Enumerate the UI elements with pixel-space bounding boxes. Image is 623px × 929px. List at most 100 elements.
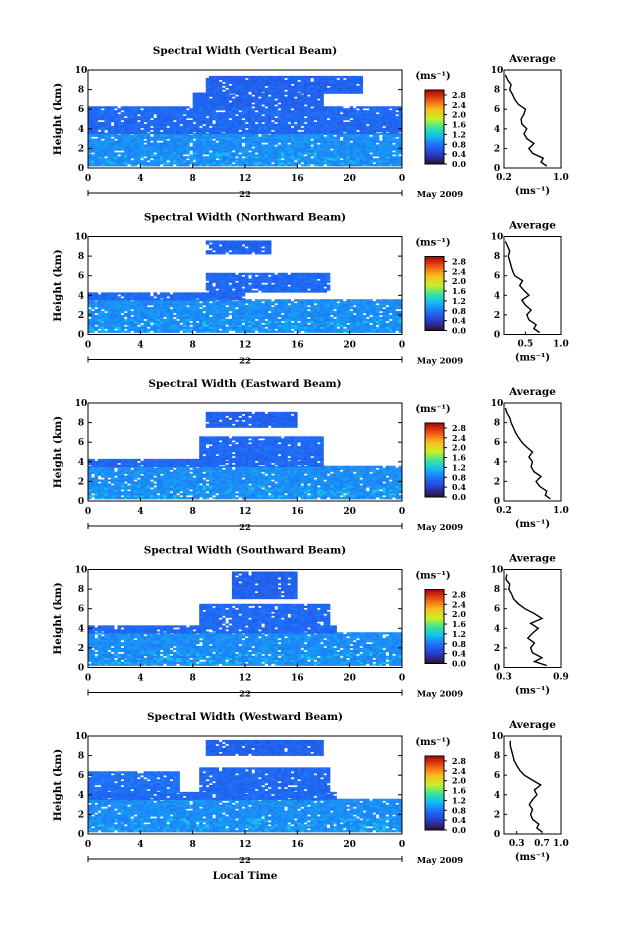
heatmap-cell <box>379 328 383 331</box>
heatmap-cell <box>104 164 108 167</box>
heatmap-cell <box>359 77 364 81</box>
heatmap-cell <box>173 116 177 119</box>
heatmap-cell <box>294 322 298 325</box>
heatmap-cell <box>392 136 396 139</box>
heatmap-cell <box>176 129 180 133</box>
heatmap-cell <box>140 305 144 308</box>
heatmap-cell <box>133 314 138 318</box>
heatmap-cell <box>182 309 187 312</box>
heatmap-cell <box>320 75 324 79</box>
heatmap-cell <box>231 100 236 103</box>
heatmap-cell <box>235 83 239 86</box>
heatmap-cell <box>186 112 190 115</box>
heatmap-cell <box>97 330 102 333</box>
heatmap-cell <box>369 125 373 129</box>
heatmap-cell <box>182 160 187 163</box>
heatmap-cell <box>274 305 279 308</box>
heatmap-cell <box>245 110 249 113</box>
heatmap-cell <box>192 140 197 143</box>
heatmap-cell <box>307 148 311 151</box>
heatmap-cell <box>114 106 118 109</box>
heatmap-cell <box>366 158 370 161</box>
heatmap-cell <box>117 309 122 312</box>
heatmap-cell <box>209 322 213 325</box>
heatmap-cell <box>271 79 275 83</box>
heatmap-cell <box>356 301 360 304</box>
heatmap-cell <box>146 154 151 157</box>
heatmap-cell <box>290 81 295 85</box>
heatmap-cell <box>277 152 282 155</box>
heatmap-cell <box>307 162 311 165</box>
x-tick-label: 12 <box>239 174 252 184</box>
heatmap-cell <box>261 314 265 318</box>
heatmap-cell <box>225 162 229 165</box>
heatmap-cell <box>346 158 350 161</box>
heatmap-cell <box>369 324 373 327</box>
heatmap-cell <box>173 307 177 310</box>
heatmap-cell <box>189 322 193 325</box>
heatmap-cell <box>326 119 331 123</box>
heatmap-cell <box>225 307 229 310</box>
heatmap-cell <box>284 146 288 149</box>
heatmap-cell <box>117 131 122 134</box>
heatmap-cell <box>110 301 115 304</box>
heatmap-cell <box>186 116 190 119</box>
heatmap-cell <box>261 81 265 85</box>
heatmap-cell <box>362 125 367 129</box>
heatmap-cell <box>326 160 331 163</box>
heatmap-cell <box>287 104 292 107</box>
heatmap-cell <box>235 81 239 85</box>
heatmap-cell <box>398 106 403 109</box>
heatmap-cell <box>326 303 331 306</box>
heatmap-cell <box>169 318 174 322</box>
heatmap-cell <box>146 324 151 327</box>
heatmap-cell <box>320 102 324 105</box>
heatmap-cell <box>218 312 223 316</box>
heatmap-cell <box>248 330 252 333</box>
heatmap-cell <box>163 116 167 119</box>
heatmap-cell <box>323 110 328 113</box>
heatmap-cell <box>267 164 272 167</box>
heatmap-cell <box>245 112 249 115</box>
heatmap-cell <box>287 299 292 302</box>
heatmap-cell <box>369 154 373 157</box>
heatmap-cell <box>274 125 279 129</box>
heatmap-cell <box>320 154 324 157</box>
heatmap-cell <box>133 162 138 165</box>
heatmap-cell <box>186 324 190 327</box>
heatmap-cell <box>179 118 184 121</box>
heatmap-cell <box>186 156 190 159</box>
heatmap-cell <box>101 146 105 149</box>
heatmap-cell <box>176 307 180 310</box>
heatmap-cell <box>248 121 252 125</box>
heatmap-cell <box>333 138 337 141</box>
heatmap-cell <box>359 310 364 314</box>
heatmap-cell <box>336 148 341 151</box>
heatmap-cell <box>346 114 350 117</box>
heatmap-cell <box>140 131 144 134</box>
heatmap-cell <box>287 162 292 165</box>
heatmap-cell <box>153 330 157 333</box>
heatmap-cell <box>297 134 301 137</box>
heatmap-cell <box>235 79 239 83</box>
heatmap-cell <box>297 310 301 314</box>
heatmap-cell <box>307 79 311 83</box>
heatmap-cell <box>326 83 331 86</box>
heatmap-cell <box>179 146 184 149</box>
colorbar-tick-label: 0.4 <box>452 149 466 159</box>
heatmap-cell <box>369 131 373 134</box>
heatmap-cell <box>137 142 141 145</box>
heatmap-cell <box>339 150 344 153</box>
heatmap-cell <box>343 152 347 155</box>
heatmap-cell <box>287 85 292 88</box>
heatmap-cell <box>241 119 246 123</box>
heatmap-cell <box>104 140 108 143</box>
heatmap-cell <box>382 119 386 123</box>
heatmap-cell <box>127 114 131 117</box>
heatmap-cell <box>303 79 308 83</box>
heatmap-cell <box>238 134 243 137</box>
heatmap-cell <box>209 123 213 127</box>
heatmap-cell <box>372 152 377 155</box>
heatmap-cell <box>284 305 288 308</box>
heatmap-cell <box>189 305 193 308</box>
